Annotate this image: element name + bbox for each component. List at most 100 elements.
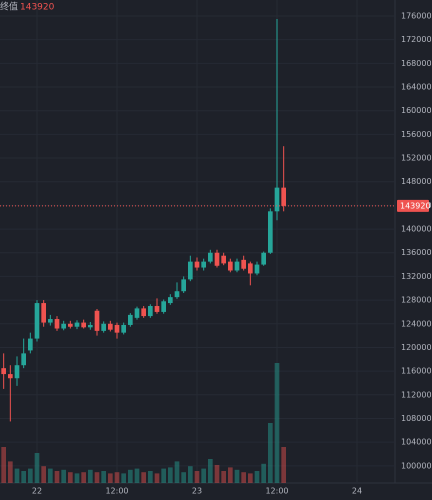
candle-body — [168, 297, 173, 304]
volume-bar — [274, 363, 280, 483]
candle-body — [61, 323, 66, 329]
candle-body — [108, 323, 113, 330]
volume-bar — [74, 473, 80, 483]
volume-bar — [88, 469, 93, 483]
volume-bar — [148, 471, 153, 483]
volume-bar — [214, 465, 220, 483]
volume-bar — [168, 467, 173, 483]
volume-bar — [8, 461, 13, 483]
candle-body — [268, 211, 273, 253]
volume-bar — [54, 471, 60, 483]
volume-bar — [28, 468, 33, 483]
y-tick-label: 124000 — [401, 319, 432, 328]
y-tick-label: 116000 — [401, 367, 432, 376]
volume-bar — [161, 468, 166, 483]
volume-bar — [208, 459, 213, 483]
volume-bar — [234, 469, 240, 483]
volume-bar — [201, 468, 206, 483]
candle-body — [208, 252, 213, 262]
candle-body — [34, 303, 40, 339]
volume-bar — [241, 472, 246, 483]
volume-bar — [188, 466, 193, 483]
candle-body — [14, 365, 20, 379]
volume-bar — [248, 473, 253, 483]
candle-body — [161, 301, 166, 312]
candle-body — [261, 252, 266, 265]
candle-body — [1, 368, 7, 375]
x-tick-label: 12:00 — [105, 487, 128, 496]
y-tick-label: 164000 — [401, 83, 432, 92]
volume-bar — [14, 468, 20, 483]
volume-bar — [1, 447, 7, 483]
volume-bar — [221, 471, 226, 483]
last-value: 143920 — [20, 3, 55, 13]
y-tick-label: 172000 — [401, 35, 432, 44]
candle-body — [254, 264, 260, 274]
candle-body — [114, 324, 120, 333]
candle-body — [201, 261, 206, 268]
volume-bar — [101, 471, 106, 483]
candle-body — [234, 261, 240, 271]
y-tick-label: 168000 — [401, 59, 432, 68]
candle-body — [228, 261, 233, 271]
candle-body — [21, 353, 26, 366]
candle-body — [194, 261, 200, 268]
volume-bar — [21, 471, 26, 483]
volume-bar — [254, 471, 260, 483]
candle-body — [188, 261, 193, 280]
volume-bar — [141, 472, 146, 483]
y-tick-label: 136000 — [401, 248, 432, 257]
candle-body — [154, 306, 160, 312]
volume-bar — [121, 473, 126, 483]
volume-bar — [181, 472, 186, 483]
candle-body — [148, 306, 153, 317]
candle-body — [174, 291, 180, 298]
volume-bar — [48, 468, 53, 483]
candle-body — [214, 252, 220, 266]
y-tick-label: 120000 — [401, 343, 432, 352]
x-tick-label: 22 — [32, 487, 42, 496]
volume-bar — [34, 453, 40, 483]
candle-body — [141, 308, 146, 317]
candle-body — [41, 303, 46, 323]
last-price-label: 143920 — [400, 201, 431, 210]
volume-bar — [268, 423, 273, 483]
candle-body — [128, 314, 133, 325]
candle-body — [121, 324, 126, 333]
y-tick-label: 160000 — [401, 106, 432, 115]
y-tick-label: 140000 — [401, 225, 432, 234]
candle-body — [274, 187, 280, 212]
y-tick-label: 132000 — [401, 272, 432, 281]
y-tick-label: 148000 — [401, 177, 432, 186]
candle-body — [241, 259, 246, 269]
x-tick-label: 24 — [352, 487, 362, 496]
candle-body — [81, 322, 86, 328]
last-price-box — [397, 199, 429, 212]
y-tick-label: 100000 — [401, 461, 432, 470]
x-tick-label: 23 — [192, 487, 202, 496]
candle-body — [68, 323, 73, 327]
candle-body — [181, 279, 186, 292]
y-tick-label: 112000 — [401, 390, 432, 399]
y-tick-label: 152000 — [401, 154, 432, 163]
volume-bar — [108, 473, 113, 483]
volume-bar — [228, 467, 233, 483]
candle-body — [101, 323, 106, 331]
candle-body — [88, 324, 93, 328]
candle-body — [48, 319, 53, 323]
y-tick-label: 156000 — [401, 130, 432, 139]
volume-bar — [61, 469, 66, 483]
last-label: 终值 — [0, 1, 18, 13]
candle-body — [28, 338, 33, 351]
y-tick-label: 108000 — [401, 414, 432, 423]
volume-bar — [261, 463, 266, 483]
volume-bar — [94, 472, 100, 483]
candle-body — [221, 255, 226, 264]
volume-bar — [68, 472, 73, 483]
volume-bar — [128, 469, 133, 483]
volume-bar — [81, 472, 86, 483]
volume-bar — [134, 468, 140, 483]
volume-bar — [281, 447, 286, 483]
